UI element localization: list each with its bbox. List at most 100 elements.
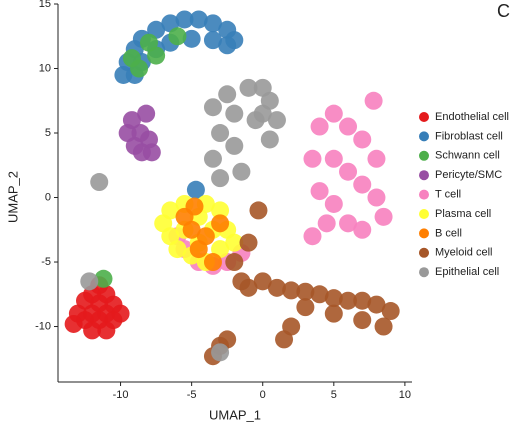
y-tick-label: 5 bbox=[45, 127, 51, 139]
y-tick-label: 10 bbox=[39, 62, 51, 74]
cell-point bbox=[211, 214, 230, 233]
legend-swatch bbox=[419, 267, 429, 278]
legend-swatch bbox=[419, 247, 429, 258]
cell-point bbox=[267, 111, 286, 130]
cell-point bbox=[303, 227, 322, 246]
cell-point bbox=[353, 130, 372, 149]
cell-point bbox=[353, 311, 372, 330]
cell-point bbox=[225, 253, 244, 272]
cell-point bbox=[324, 104, 343, 123]
y-axis-label: UMAP_2 bbox=[5, 171, 20, 223]
legend-label: Endothelial cell bbox=[435, 111, 509, 123]
cell-point bbox=[142, 143, 161, 162]
cell-point bbox=[324, 289, 343, 308]
x-tick-label: -5 bbox=[187, 389, 197, 401]
cell-point bbox=[232, 162, 251, 181]
legend-label: Plasma cell bbox=[435, 208, 491, 220]
cell-point bbox=[374, 207, 393, 226]
cell-point bbox=[296, 298, 315, 317]
cell-point bbox=[239, 278, 258, 297]
cell-point bbox=[275, 330, 294, 349]
cell-point bbox=[260, 130, 279, 149]
cell-point bbox=[139, 33, 158, 52]
cell-point bbox=[296, 282, 315, 301]
y-tick-label: 0 bbox=[45, 191, 51, 203]
points-layer bbox=[64, 10, 400, 366]
cell-point bbox=[260, 91, 279, 110]
cell-point bbox=[339, 162, 358, 181]
legend-swatch bbox=[419, 131, 429, 142]
legend-label: Pericyte/SMC bbox=[435, 169, 502, 181]
legend-label: B cell bbox=[435, 227, 462, 239]
cell-point bbox=[282, 281, 301, 300]
legend-swatch bbox=[419, 170, 429, 181]
x-tick-label: -10 bbox=[113, 389, 129, 401]
legend-label: T cell bbox=[435, 189, 461, 201]
cell-point bbox=[310, 182, 329, 201]
legend-label: Myeloid cell bbox=[435, 247, 492, 259]
cell-point bbox=[249, 201, 268, 220]
cell-point bbox=[367, 295, 386, 314]
cell-point bbox=[239, 78, 258, 97]
cell-point bbox=[203, 31, 222, 50]
cell-point bbox=[310, 285, 329, 304]
y-tick-label: -10 bbox=[35, 320, 51, 332]
cell-point bbox=[211, 343, 230, 362]
cell-point bbox=[303, 149, 322, 168]
cell-point bbox=[203, 149, 222, 168]
cell-point bbox=[182, 29, 201, 48]
x-tick-label: 0 bbox=[260, 389, 266, 401]
cell-point bbox=[203, 98, 222, 117]
cell-point bbox=[218, 85, 237, 104]
legend-swatch bbox=[419, 150, 429, 161]
cell-point bbox=[267, 278, 286, 297]
cell-point bbox=[211, 201, 230, 220]
cell-point bbox=[218, 36, 237, 55]
cell-point bbox=[239, 233, 258, 252]
legend-label: Fibroblast cell bbox=[435, 130, 503, 142]
cell-point bbox=[161, 201, 180, 220]
cell-point bbox=[196, 227, 215, 246]
cell-point bbox=[203, 14, 222, 33]
cell-point bbox=[80, 272, 99, 291]
cell-point bbox=[211, 169, 230, 188]
legend-label: Schwann cell bbox=[435, 150, 500, 162]
x-axis-label: UMAP_1 bbox=[209, 407, 261, 422]
cell-point bbox=[185, 197, 204, 216]
cell-point bbox=[353, 291, 372, 310]
cell-point bbox=[122, 49, 141, 68]
x-tick-label: 10 bbox=[399, 389, 411, 401]
cell-point bbox=[225, 104, 244, 123]
legend-swatch bbox=[419, 228, 429, 239]
cell-point bbox=[353, 175, 372, 194]
cell-point bbox=[317, 214, 336, 233]
legend-label: Epithelial cell bbox=[435, 266, 499, 278]
cell-point bbox=[353, 220, 372, 239]
cell-point bbox=[364, 91, 383, 110]
cell-point bbox=[111, 304, 130, 323]
y-tick-label: -5 bbox=[41, 256, 51, 268]
cell-point bbox=[339, 214, 358, 233]
panel-letter: C bbox=[497, 1, 510, 21]
cell-point bbox=[339, 291, 358, 310]
cell-point bbox=[211, 124, 230, 143]
cell-point bbox=[374, 317, 393, 336]
cell-point bbox=[367, 188, 386, 207]
legend-swatch bbox=[419, 189, 429, 200]
cell-point bbox=[324, 194, 343, 213]
cell-point bbox=[324, 304, 343, 323]
cell-point bbox=[175, 10, 194, 29]
cell-point bbox=[168, 240, 187, 259]
legend-swatch bbox=[419, 209, 429, 219]
cell-point bbox=[64, 314, 83, 333]
cell-point bbox=[339, 117, 358, 136]
cell-point bbox=[324, 149, 343, 168]
cell-point bbox=[381, 302, 400, 321]
cell-point bbox=[367, 149, 386, 168]
cell-point bbox=[168, 27, 187, 46]
cell-point bbox=[122, 111, 141, 130]
cell-point bbox=[225, 233, 244, 252]
cell-point bbox=[189, 10, 208, 29]
legend-swatch bbox=[419, 112, 429, 122]
